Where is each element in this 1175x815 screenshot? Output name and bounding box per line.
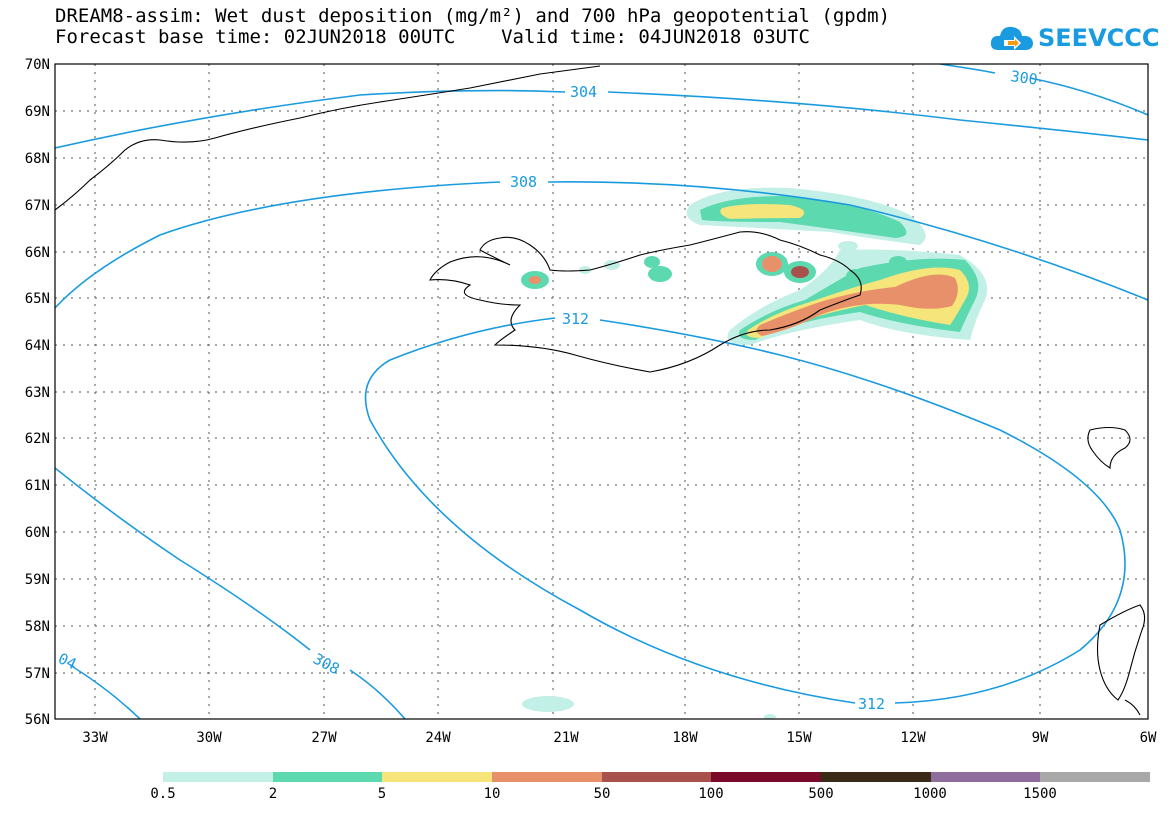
- seevccc-logo: SEEVCCC: [990, 20, 1160, 56]
- color-legend: [163, 772, 1151, 782]
- legend-label: 0.5: [150, 786, 176, 802]
- lon-label: 9W: [1032, 730, 1049, 746]
- lon-label: 15W: [786, 730, 812, 746]
- cloud-icon: [990, 26, 1033, 50]
- lat-label: 64N: [25, 338, 50, 354]
- lat-label: 59N: [25, 572, 50, 588]
- geopotential-contours: [55, 64, 1148, 719]
- lat-label: 69N: [25, 104, 50, 120]
- legend-swatch: [601, 772, 712, 782]
- lon-label: 30W: [196, 730, 222, 746]
- lat-label: 61N: [25, 478, 50, 494]
- legend-swatch: [711, 772, 822, 782]
- contour-label: 308: [310, 650, 342, 679]
- legend-label: 1500: [1023, 786, 1057, 802]
- lon-label: 33W: [82, 730, 108, 746]
- legend-swatch: [1040, 772, 1151, 782]
- legend-label: 500: [808, 786, 834, 802]
- legend-label: 100: [698, 786, 724, 802]
- legend-label: 5: [377, 786, 387, 802]
- legend-label: 10: [483, 786, 501, 802]
- legend-swatch: [163, 772, 273, 782]
- map-frame: [54, 63, 1149, 720]
- legend-label: 2: [268, 786, 278, 802]
- legend-label: 1000: [913, 786, 947, 802]
- contour-label: 312: [858, 695, 885, 713]
- contour-label: 300: [1009, 67, 1038, 89]
- lon-label: 24W: [425, 730, 451, 746]
- latitude-axis: 70N 69N 68N 67N 66N 65N 64N 63N 62N 61N …: [25, 57, 50, 728]
- lat-label: 68N: [25, 151, 50, 167]
- lon-label: 27W: [311, 730, 337, 746]
- lat-label: 60N: [25, 525, 50, 541]
- lat-label: 65N: [25, 291, 50, 307]
- map-title: DREAM8-assim: Wet dust deposition (mg/m²…: [55, 5, 891, 27]
- lon-label: 6W: [1140, 730, 1157, 746]
- wet-dust-deposition-field: [521, 187, 988, 719]
- legend-swatch: [272, 772, 383, 782]
- lon-label: 18W: [672, 730, 698, 746]
- legend-swatch: [492, 772, 602, 782]
- legend-swatch: [930, 772, 1041, 782]
- lat-label: 67N: [25, 198, 50, 214]
- longitude-axis: 33W 30W 27W 24W 21W 18W 15W 12W 9W 6W: [82, 730, 1157, 746]
- legend-label: 50: [593, 786, 611, 802]
- lat-label: 63N: [25, 385, 50, 401]
- logo-text: SEEVCCC: [1038, 24, 1160, 52]
- contour-label: 312: [562, 310, 589, 328]
- legend-swatch: [382, 772, 493, 782]
- contour-label: 304: [570, 83, 597, 101]
- graticule: [55, 64, 1148, 719]
- contour-label: 04: [55, 649, 79, 673]
- lat-label: 62N: [25, 431, 50, 447]
- legend-swatch: [821, 772, 931, 782]
- lon-label: 21W: [553, 730, 579, 746]
- coastlines: [55, 65, 1146, 716]
- lat-label: 66N: [25, 245, 50, 261]
- lat-label: 70N: [25, 57, 50, 73]
- lat-label: 57N: [25, 666, 50, 682]
- map-subtitle: Forecast base time: 02JUN2018 00UTC Vali…: [55, 26, 810, 48]
- lon-label: 12W: [900, 730, 926, 746]
- lat-label: 58N: [25, 619, 50, 635]
- lat-label: 56N: [25, 712, 50, 728]
- contour-label: 308: [510, 173, 537, 191]
